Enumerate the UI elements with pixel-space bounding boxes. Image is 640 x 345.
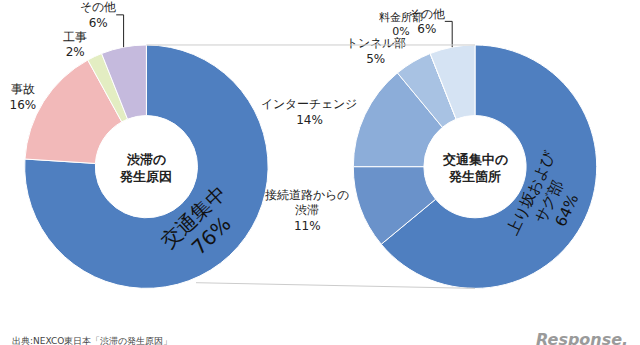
svg-text:工事2%: 工事2% [63,30,87,60]
svg-text:上り坂およびサグ部64%: 上り坂およびサグ部64% [504,148,595,255]
svg-text:接続道路からの渋滞11%: 接続道路からの渋滞11% [265,188,349,233]
svg-text:交通集中の発生箇所: 交通集中の発生箇所 [442,152,508,184]
svg-text:渋滞の発生原因: 渋滞の発生原因 [119,152,172,184]
svg-text:事故16%: 事故16% [10,82,37,112]
svg-text:料金所部0%: 料金所部0% [379,11,423,38]
svg-text:その他6%: その他6% [409,7,445,37]
svg-text:Response.: Response. [536,330,628,345]
svg-text:インターチェンジ14%: インターチェンジ14% [261,97,357,127]
svg-text:交通集中76%: 交通集中76% [156,181,249,272]
svg-text:出典:NEXCO東日本「渋滞の発生原因」: 出典:NEXCO東日本「渋滞の発生原因」 [12,336,172,345]
svg-text:その他6%: その他6% [80,0,116,30]
svg-text:トンネル部5%: トンネル部5% [346,36,406,66]
